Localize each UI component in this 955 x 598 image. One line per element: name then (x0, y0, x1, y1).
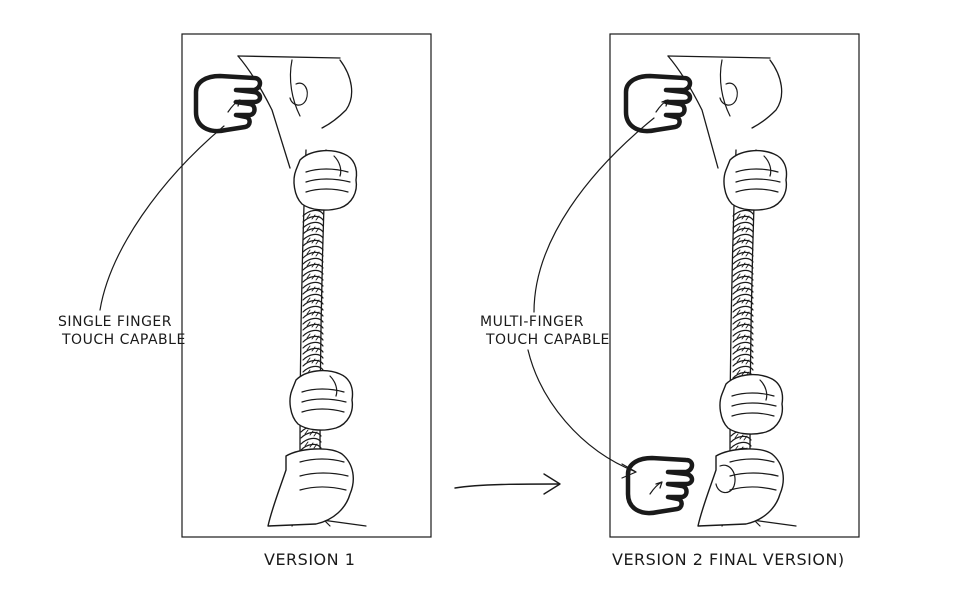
grip-hand-bottom (267, 448, 354, 527)
pointing-hand-single (196, 76, 260, 131)
annotation-leader-line-bottom (527, 349, 637, 473)
rope-twist (732, 293, 754, 307)
rope-twist (302, 209, 324, 223)
rope-twist (732, 257, 754, 271)
grip-hand-top (723, 149, 788, 211)
panel-version-1 (181, 33, 432, 538)
rope-twist (302, 329, 324, 343)
rope-twist (302, 233, 324, 247)
rope-twist (732, 269, 754, 283)
annotation-leader-line (99, 125, 225, 311)
grip-hand-bottom (697, 448, 784, 527)
rope-twist (302, 221, 324, 235)
rope-twist (732, 233, 754, 247)
rope-twist (732, 245, 754, 259)
grip-hand-middle (289, 369, 354, 431)
rope-twist (732, 281, 754, 295)
rope-twist (732, 221, 754, 235)
rope-twist (302, 317, 324, 331)
rope-twist (302, 305, 324, 319)
panel-frame (181, 33, 432, 538)
annotation-text-line-1: MULTI-FINGER (480, 314, 584, 330)
rope-twist (732, 317, 754, 331)
rope-twist (302, 245, 324, 259)
rope-twist (732, 329, 754, 343)
rope-twist (302, 257, 324, 271)
pointing-hand-top (626, 76, 690, 131)
panel-frame (609, 33, 860, 538)
touch-point-circle-top (719, 82, 738, 106)
rope-twist (302, 269, 324, 283)
rope-twist (302, 281, 324, 295)
annotation-multi-finger: MULTI-FINGER TOUCH CAPABLE (480, 117, 655, 479)
grip-hand-top (293, 149, 358, 211)
annotation-text-line-1: SINGLE FINGER (58, 314, 172, 330)
rope-twist (302, 293, 324, 307)
annotation-single-finger: SINGLE FINGER TOUCH CAPABLE (58, 125, 225, 348)
caption-version-2: VERSION 2 FINAL VERSION) (612, 550, 845, 569)
pointing-hand-bottom (628, 458, 692, 513)
touch-point-circle-bottom (715, 464, 736, 494)
panel-version-2 (609, 33, 860, 538)
transition-arrow (454, 473, 561, 495)
caption-version-1: VERSION 1 (264, 550, 355, 569)
annotation-text-line-2: TOUCH CAPABLE (485, 332, 610, 348)
annotation-leader-line-top (533, 117, 655, 313)
rope-twist (732, 305, 754, 319)
grip-hand-middle (719, 373, 784, 435)
rope-twist (732, 209, 754, 223)
annotation-text-line-2: TOUCH CAPABLE (61, 332, 186, 348)
touch-point-circle (289, 82, 308, 106)
